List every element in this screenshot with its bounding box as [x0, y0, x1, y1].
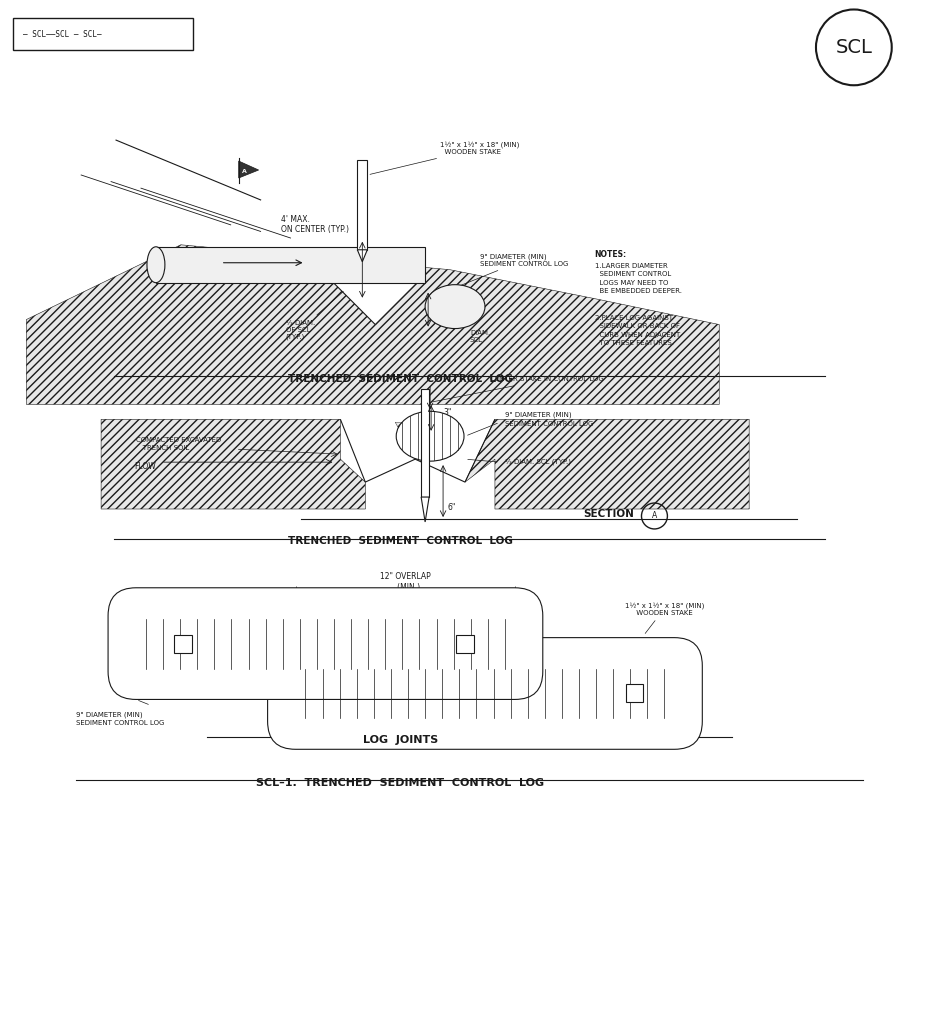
Text: SCL–1.  TRENCHED  SEDIMENT  CONTROL  LOG: SCL–1. TRENCHED SEDIMENT CONTROL LOG	[256, 778, 545, 788]
Text: 12" OVERLAP
   (MIN.): 12" OVERLAP (MIN.)	[379, 572, 431, 592]
Polygon shape	[395, 422, 435, 458]
Text: 1½" x 1½" x 18" (MIN)
  WOODEN STAKE: 1½" x 1½" x 18" (MIN) WOODEN STAKE	[370, 141, 519, 174]
Text: — SCL——SCL — SCL—: — SCL——SCL — SCL—	[23, 30, 102, 39]
Text: A: A	[652, 512, 657, 520]
Text: COMPACTED EXCAVATED
   TRENCH SOIL: COMPACTED EXCAVATED TRENCH SOIL	[136, 437, 222, 452]
Text: 3": 3"	[443, 408, 452, 417]
Text: ⅓ DIAM. SCL (TYP.): ⅓ DIAM. SCL (TYP.)	[505, 459, 571, 465]
FancyBboxPatch shape	[108, 588, 543, 699]
FancyBboxPatch shape	[422, 389, 429, 497]
Text: TRENCHED  SEDIMENT  CONTROL  LOG: TRENCHED SEDIMENT CONTROL LOG	[287, 375, 513, 384]
FancyBboxPatch shape	[13, 18, 192, 50]
Text: 1½" x 1½" x 18" (MIN)
     WOODEN STAKE: 1½" x 1½" x 18" (MIN) WOODEN STAKE	[624, 602, 704, 634]
Text: SCL: SCL	[836, 38, 872, 57]
Text: 9" DIAMETER (MIN)
SEDIMENT CONTROL LOG: 9" DIAMETER (MIN) SEDIMENT CONTROL LOG	[505, 412, 593, 427]
Text: LOG  JOINTS: LOG JOINTS	[362, 735, 438, 745]
Text: 4' MAX.
ON CENTER (TYP.): 4' MAX. ON CENTER (TYP.)	[281, 215, 348, 234]
Polygon shape	[331, 280, 420, 325]
Text: TRENCHED  SEDIMENT  CONTROL  LOG: TRENCHED SEDIMENT CONTROL LOG	[287, 536, 513, 546]
Polygon shape	[26, 245, 719, 404]
FancyBboxPatch shape	[268, 638, 702, 750]
Text: 6": 6"	[447, 503, 455, 512]
Polygon shape	[101, 419, 365, 509]
Polygon shape	[358, 250, 367, 262]
FancyBboxPatch shape	[174, 635, 192, 652]
Polygon shape	[422, 497, 429, 522]
Text: CENTER STAKE IN CONTROL LOG: CENTER STAKE IN CONTROL LOG	[433, 377, 604, 401]
Text: 2.PLACE LOG AGAINST
  SIDEWALK OR BACK OF
  CURB WHEN ADJACENT
  TO THESE FEATUR: 2.PLACE LOG AGAINST SIDEWALK OR BACK OF …	[594, 314, 680, 346]
Ellipse shape	[425, 285, 485, 329]
Text: ⅓ DIAM.
OF SCL
(TYP.): ⅓ DIAM. OF SCL (TYP.)	[285, 292, 344, 340]
FancyBboxPatch shape	[156, 247, 425, 283]
Text: SECTION: SECTION	[584, 509, 635, 519]
Text: FLOW: FLOW	[134, 462, 156, 471]
Polygon shape	[239, 161, 258, 178]
Text: 9" DIAMETER (MIN)
SEDIMENT CONTROL LOG: 9" DIAMETER (MIN) SEDIMENT CONTROL LOG	[76, 712, 164, 726]
Text: A: A	[242, 169, 247, 173]
FancyBboxPatch shape	[358, 160, 367, 250]
Text: NOTES:: NOTES:	[594, 250, 626, 259]
Text: 1.LARGER DIAMETER
  SEDIMENT CONTROL
  LOGS MAY NEED TO
  BE EMBEDDED DEEPER.: 1.LARGER DIAMETER SEDIMENT CONTROL LOGS …	[594, 263, 682, 294]
Text: FLOW: FLOW	[187, 258, 210, 267]
Ellipse shape	[147, 247, 165, 283]
Text: 6": 6"	[435, 305, 443, 314]
FancyBboxPatch shape	[625, 684, 643, 702]
Ellipse shape	[396, 412, 464, 461]
FancyBboxPatch shape	[456, 635, 474, 652]
Text: 3": 3"	[336, 263, 345, 272]
Text: 9" DIAMETER (MIN)
SEDIMENT CONTROL LOG: 9" DIAMETER (MIN) SEDIMENT CONTROL LOG	[453, 253, 568, 289]
Polygon shape	[465, 419, 749, 509]
Text: DIAM.
SCL: DIAM. SCL	[457, 308, 490, 343]
